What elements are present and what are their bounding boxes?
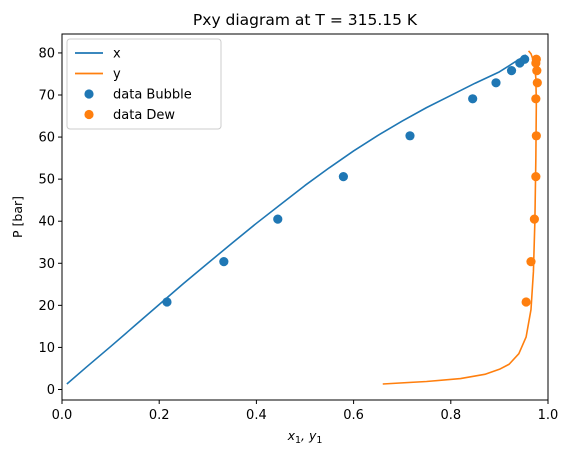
x-tick-label: 0.4	[246, 408, 267, 423]
ticks-layer: 0.0 0.2 0.4 0.6 0.8 1.0 0 10 20 30 40 50 60 70 80	[38, 46, 558, 423]
legend-label-data-dew: data Dew	[113, 108, 175, 123]
legend-handle-data-bubble	[84, 89, 94, 99]
data-bubble-point	[338, 172, 348, 182]
legend-label-y: y	[113, 67, 121, 82]
data-bubble-point	[491, 78, 501, 88]
data-dew-point	[529, 214, 539, 224]
y-axis-label: P [bar]	[10, 196, 25, 238]
x-tick-label: 0.0	[52, 408, 73, 423]
y-tick-label: 50	[38, 173, 55, 188]
series-line-x	[66, 54, 527, 385]
x-axis-label: x1, y1	[287, 428, 323, 446]
data-dew-point	[531, 172, 541, 182]
x-tick-label: 0.2	[149, 408, 170, 423]
series-layer	[66, 50, 542, 385]
data-dew-point	[526, 256, 536, 267]
data-dew-point	[531, 94, 541, 104]
plot-frame	[61, 33, 549, 401]
y-tick-label: 20	[38, 299, 55, 314]
data-dew-point	[531, 54, 541, 64]
legend-label-x: x	[113, 47, 121, 62]
data-bubble-point	[219, 256, 229, 267]
y-tick-label: 0	[47, 383, 55, 398]
x-tick-label: 0.6	[343, 408, 364, 423]
y-tick-label: 80	[38, 46, 55, 61]
legend: xy data Bubble data Dew	[66, 38, 222, 130]
y-tick-label: 70	[38, 89, 55, 104]
data-dew-point	[532, 66, 542, 76]
chart-title: Pxy diagram at T = 315.15 K	[193, 11, 418, 29]
y-tick-label: 10	[38, 341, 55, 356]
data-bubble-point	[273, 214, 283, 224]
data-bubble-point	[506, 66, 517, 76]
legend-label-data-bubble: data Bubble	[113, 88, 192, 103]
legend-handle-data-dew	[84, 109, 94, 120]
data-dew-point	[531, 131, 541, 141]
data-bubble-point	[405, 131, 415, 141]
data-bubble-point	[468, 94, 478, 104]
y-tick-label: 30	[38, 257, 55, 272]
legend-box	[66, 38, 222, 130]
y-tick-label: 60	[38, 131, 55, 146]
y-tick-label: 40	[38, 215, 55, 230]
data-bubble-point	[162, 297, 172, 307]
data-dew-point	[532, 78, 542, 88]
data-dew-point	[521, 297, 531, 307]
x-tick-label: 0.8	[440, 408, 461, 423]
x-tick-label: 1.0	[538, 408, 559, 423]
data-bubble-point	[520, 54, 530, 64]
